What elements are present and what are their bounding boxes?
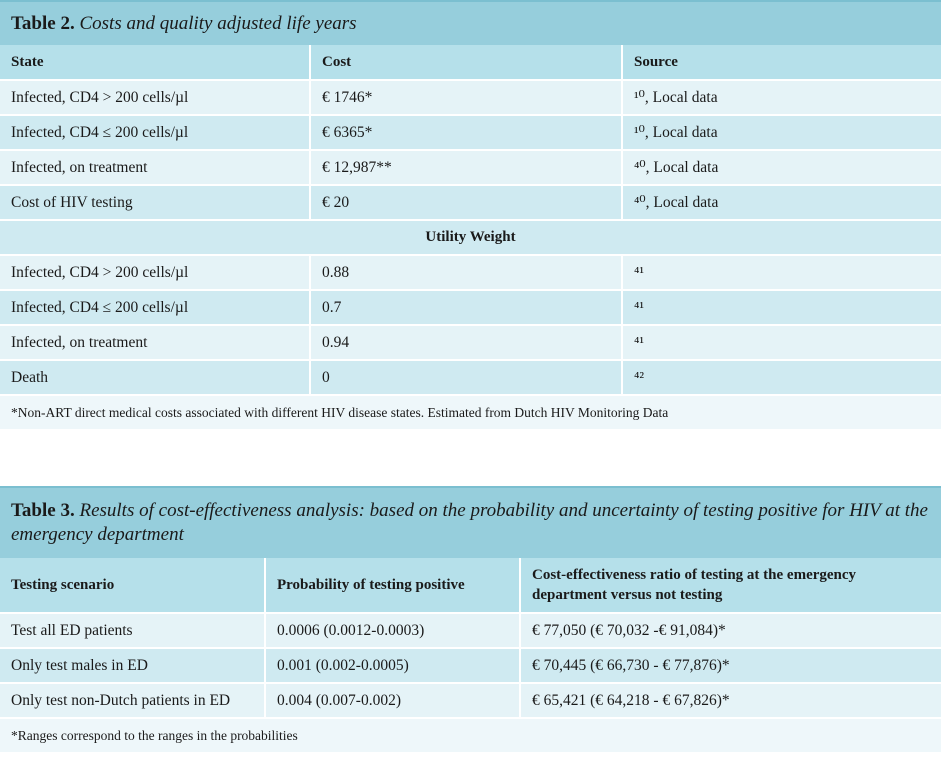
- column-header-state: State: [0, 45, 311, 79]
- table-2-title: Costs and quality adjusted life years: [79, 13, 357, 34]
- table-row: Test all ED patients 0.0006 (0.0012-0.00…: [0, 614, 941, 649]
- probability-cell: 0.0006 (0.0012-0.0003): [266, 614, 521, 647]
- source-cell: ¹⁰, Local data: [634, 124, 718, 141]
- cost-cell: € 20: [311, 186, 623, 219]
- table-3: Table 3. Results of cost-effectiveness a…: [0, 486, 941, 752]
- source-cell: ⁴¹: [634, 333, 645, 351]
- state-cell: Infected, CD4 > 200 cells/µl: [0, 256, 311, 289]
- table-row: Death 0 ⁴²: [0, 361, 941, 396]
- table-row: Infected, CD4 ≤ 200 cells/µl € 6365* ¹⁰,…: [0, 116, 941, 151]
- source-cell: ⁴¹: [634, 298, 645, 316]
- ratio-cell: € 77,050 (€ 70,032 -€ 91,084)*: [532, 621, 726, 639]
- column-header-source: Source: [634, 53, 678, 70]
- column-header-cost-effectiveness: Cost-effectiveness ratio of testing at t…: [532, 567, 857, 603]
- state-cell: Infected, CD4 > 200 cells/µl: [0, 81, 311, 114]
- cost-cell: € 12,987**: [311, 151, 623, 184]
- column-header-cost: Cost: [311, 45, 623, 79]
- probability-cell: 0.001 (0.002-0.0005): [266, 649, 521, 682]
- table-row: Cost of HIV testing € 20 ⁴⁰, Local data: [0, 186, 941, 221]
- probability-cell: 0.004 (0.007-0.002): [266, 684, 521, 717]
- scenario-cell: Only test males in ED: [0, 649, 266, 682]
- table-2-header-row: State Cost Source: [0, 45, 941, 81]
- state-cell: Death: [0, 361, 311, 394]
- source-cell: ⁴⁰, Local data: [634, 194, 719, 211]
- source-cell: ¹⁰, Local data: [634, 89, 718, 106]
- utility-cell: 0.88: [311, 256, 623, 289]
- column-header-testing-scenario: Testing scenario: [0, 558, 266, 612]
- table-row: Infected, CD4 > 200 cells/µl 0.88 ⁴¹: [0, 256, 941, 291]
- utility-cell: 0.7: [311, 291, 623, 324]
- state-cell: Infected, CD4 ≤ 200 cells/µl: [0, 116, 311, 149]
- state-cell: Infected, on treatment: [0, 326, 311, 359]
- table-2-label: Table 2.: [11, 13, 75, 34]
- state-cell: Infected, CD4 ≤ 200 cells/µl: [0, 291, 311, 324]
- cost-cell: € 1746*: [311, 81, 623, 114]
- state-cell: Cost of HIV testing: [0, 186, 311, 219]
- source-cell: ⁴⁰, Local data: [634, 159, 719, 176]
- table-row: Infected, CD4 ≤ 200 cells/µl 0.7 ⁴¹: [0, 291, 941, 326]
- scenario-cell: Test all ED patients: [0, 614, 266, 647]
- column-header-probability: Probability of testing positive: [266, 558, 521, 612]
- cost-cell: € 6365*: [311, 116, 623, 149]
- table-3-caption: Table 3. Results of cost-effectiveness a…: [0, 486, 941, 558]
- table-row: Infected, CD4 > 200 cells/µl € 1746* ¹⁰,…: [0, 81, 941, 116]
- table-2: Table 2. Costs and quality adjusted life…: [0, 0, 941, 429]
- source-cell: ⁴¹: [634, 263, 645, 281]
- table-2-footnote: *Non-ART direct medical costs associated…: [0, 396, 941, 429]
- table-3-header-row: Testing scenario Probability of testing …: [0, 558, 941, 614]
- table-3-title: Results of cost-effectiveness analysis: …: [11, 500, 928, 545]
- table-2-caption: Table 2. Costs and quality adjusted life…: [0, 0, 941, 45]
- utility-cell: 0.94: [311, 326, 623, 359]
- utility-cell: 0: [311, 361, 623, 394]
- table-3-footnote: *Ranges correspond to the ranges in the …: [0, 719, 941, 752]
- table-row: Infected, on treatment € 12,987** ⁴⁰, Lo…: [0, 151, 941, 186]
- ratio-cell: € 70,445 (€ 66,730 - € 77,876)*: [532, 656, 730, 674]
- table-row: Only test non-Dutch patients in ED 0.004…: [0, 684, 941, 719]
- source-cell: ⁴²: [634, 368, 645, 386]
- table-row: Only test males in ED 0.001 (0.002-0.000…: [0, 649, 941, 684]
- scenario-cell: Only test non-Dutch patients in ED: [0, 684, 266, 717]
- table-row: Infected, on treatment 0.94 ⁴¹: [0, 326, 941, 361]
- state-cell: Infected, on treatment: [0, 151, 311, 184]
- utility-weight-header: Utility Weight: [0, 221, 941, 256]
- ratio-cell: € 65,421 (€ 64,218 - € 67,826)*: [532, 691, 730, 709]
- table-3-label: Table 3.: [11, 500, 75, 521]
